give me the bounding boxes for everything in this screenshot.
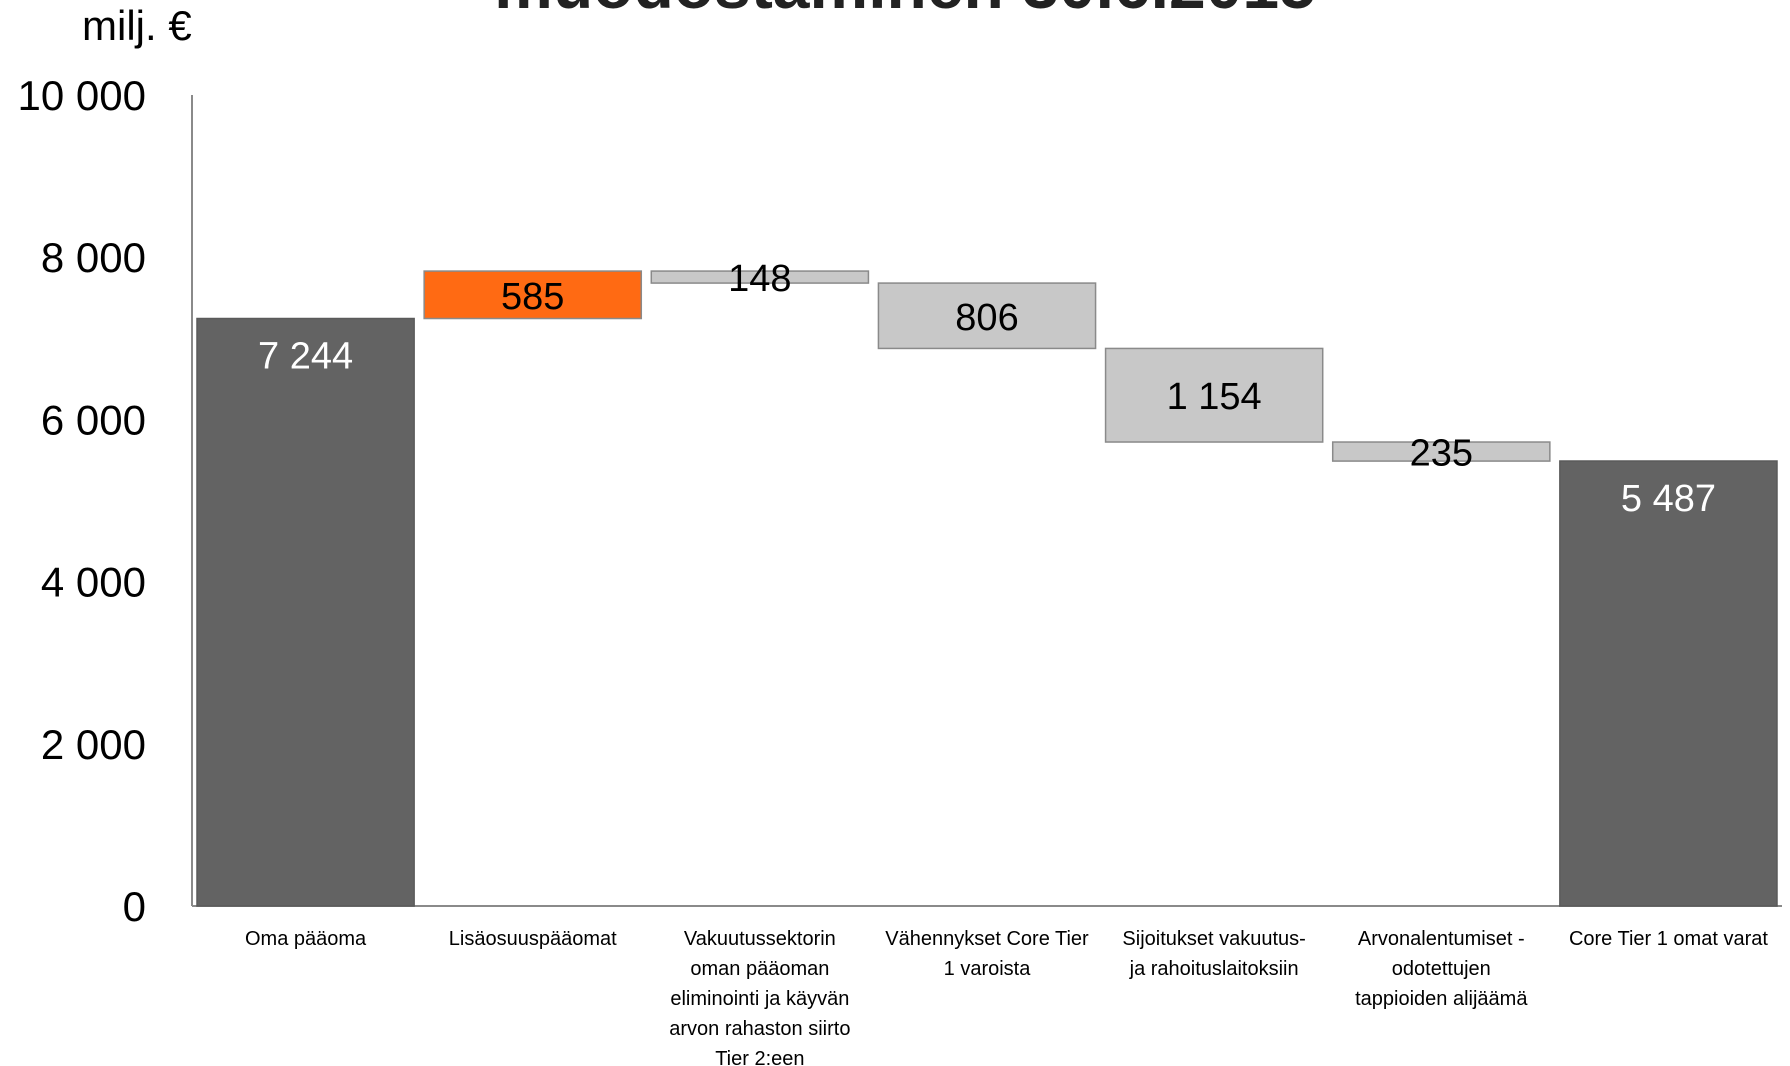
x-category-label: Vähennykset Core Tier 1 varoista	[885, 928, 1089, 980]
x-category-label: Lisäosuuspääomat	[449, 928, 617, 950]
bars	[196, 270, 1778, 907]
x-category-label: Oma pääoma	[245, 928, 367, 950]
x-category-label: Core Tier 1 omat varat	[1569, 928, 1768, 950]
value-labels: 7 244 585 148 806 1 154 235 5 487	[258, 258, 1716, 520]
y-tick-label: 0	[123, 883, 146, 930]
bar-value-label: 1 154	[1167, 376, 1262, 418]
y-tick-label: 4 000	[41, 559, 146, 606]
bar-value-label: 235	[1410, 433, 1473, 475]
y-axis-unit-label: milj. €	[82, 2, 192, 49]
x-category-label: Vakuutussektorin oman pääoman eliminointi …	[669, 928, 850, 1066]
y-axis-ticks: 0 2 000 4 000 6 000 8 000 10 000	[18, 72, 146, 930]
chart-title: muodostaminen 30.6.2015	[494, 0, 1316, 22]
bar-value-label: 585	[501, 276, 564, 318]
x-category-label: Sijoitukset vakuutus-ja rahoituslaitoksi…	[1122, 928, 1305, 980]
waterfall-bar	[1331, 441, 1551, 462]
waterfall-bar	[1104, 347, 1324, 443]
bar-value-label: 7 244	[258, 336, 353, 378]
bar-value-label: 5 487	[1621, 478, 1716, 520]
y-tick-label: 8 000	[41, 234, 146, 281]
x-category-label: Arvonalentumiset -odotettujen tappioiden …	[1355, 928, 1528, 1010]
waterfall-bar	[1559, 460, 1778, 907]
category-labels: Oma pääoma Lisäosuuspääomat Vakuutussektor…	[245, 928, 1768, 1066]
waterfall-bar	[423, 270, 643, 320]
waterfall-bar	[650, 270, 870, 284]
waterfall-bar	[877, 282, 1097, 350]
bar-value-label: 806	[955, 297, 1018, 339]
waterfall-bar	[196, 317, 415, 907]
y-tick-label: 6 000	[41, 396, 146, 443]
bar-value-label: 148	[728, 258, 791, 300]
y-tick-label: 2 000	[41, 721, 146, 768]
y-tick-label: 10 000	[18, 72, 146, 119]
